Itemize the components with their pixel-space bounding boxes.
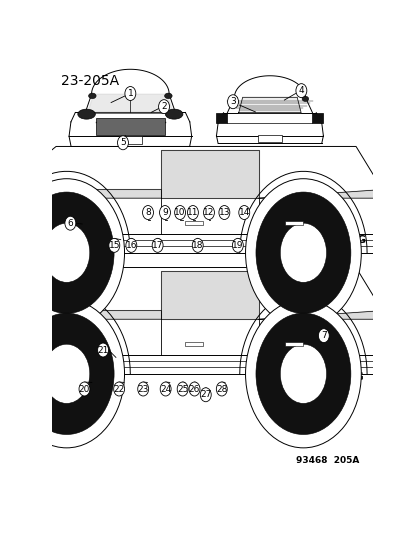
Text: 23: 23 [137,384,149,393]
Bar [284,221,303,225]
Circle shape [218,206,229,220]
Circle shape [114,382,124,396]
Text: 13: 13 [218,208,230,217]
Circle shape [177,382,188,396]
Ellipse shape [78,109,95,119]
Text: 8: 8 [145,208,150,217]
Ellipse shape [165,109,183,119]
Text: 24: 24 [160,384,171,393]
Text: 10: 10 [174,208,185,217]
Bar [185,342,203,346]
Circle shape [174,206,185,220]
Text: 20: 20 [78,384,90,393]
Text: 12: 12 [203,208,214,217]
Circle shape [138,382,148,396]
Text: 16: 16 [125,241,137,250]
Text: 26: 26 [188,384,200,393]
Circle shape [158,100,169,114]
Circle shape [97,343,108,357]
Circle shape [203,206,214,220]
Circle shape [142,206,153,220]
Text: MOULDING: MOULDING [301,235,365,245]
Text: 5: 5 [120,138,126,147]
Circle shape [9,300,124,448]
Polygon shape [3,311,161,319]
Circle shape [280,223,326,282]
Text: 23-205A: 23-205A [61,74,119,88]
Ellipse shape [164,93,172,99]
Circle shape [152,238,163,252]
Text: 21: 21 [97,345,109,354]
Circle shape [19,313,114,434]
Text: 6: 6 [67,219,73,228]
Text: 11: 11 [187,208,198,217]
Polygon shape [161,150,258,198]
Circle shape [318,329,328,343]
Circle shape [19,192,114,313]
Text: 28: 28 [216,384,227,393]
Polygon shape [258,190,389,198]
Polygon shape [3,190,161,198]
Bar [312,112,323,123]
Text: 3: 3 [230,97,235,106]
Circle shape [126,238,136,252]
Text: 17: 17 [152,241,163,250]
Circle shape [109,238,119,252]
Text: 22: 22 [113,384,124,393]
Circle shape [295,84,306,98]
Text: 9: 9 [162,208,168,217]
Circle shape [255,192,350,313]
Circle shape [189,382,199,396]
Circle shape [117,136,128,150]
Circle shape [216,382,227,396]
Bar [284,342,303,346]
Polygon shape [238,98,300,112]
Polygon shape [258,311,389,319]
Circle shape [200,388,211,402]
Text: 4: 4 [298,86,304,95]
Bar [185,221,203,225]
Circle shape [160,382,171,396]
Circle shape [232,238,243,252]
Circle shape [245,300,361,448]
Circle shape [238,206,249,220]
Circle shape [9,179,124,327]
Text: 93468  205A: 93468 205A [295,456,358,465]
Polygon shape [161,271,258,319]
Circle shape [79,382,90,396]
Circle shape [159,206,170,220]
Text: 25: 25 [176,384,188,393]
Circle shape [255,313,350,434]
Circle shape [187,206,198,220]
Ellipse shape [301,96,308,101]
FancyBboxPatch shape [96,118,164,135]
Circle shape [43,344,90,403]
Ellipse shape [88,93,96,99]
Circle shape [245,179,361,327]
Circle shape [65,216,76,230]
Text: CLADDING: CLADDING [303,372,363,382]
Bar [257,135,281,142]
Circle shape [43,223,90,282]
Text: 15: 15 [108,241,120,250]
Text: 7: 7 [320,331,326,340]
Text: 14: 14 [238,208,249,217]
Circle shape [125,86,135,101]
Circle shape [280,344,326,403]
Bar [119,136,141,144]
Polygon shape [88,94,173,112]
Circle shape [192,238,203,252]
Bar [216,112,227,123]
Text: 18: 18 [192,241,203,250]
Text: 1: 1 [127,89,133,98]
Ellipse shape [230,96,237,101]
Circle shape [227,95,238,109]
Text: 19: 19 [232,241,243,250]
Text: 2: 2 [161,102,166,111]
Text: 27: 27 [199,390,211,399]
